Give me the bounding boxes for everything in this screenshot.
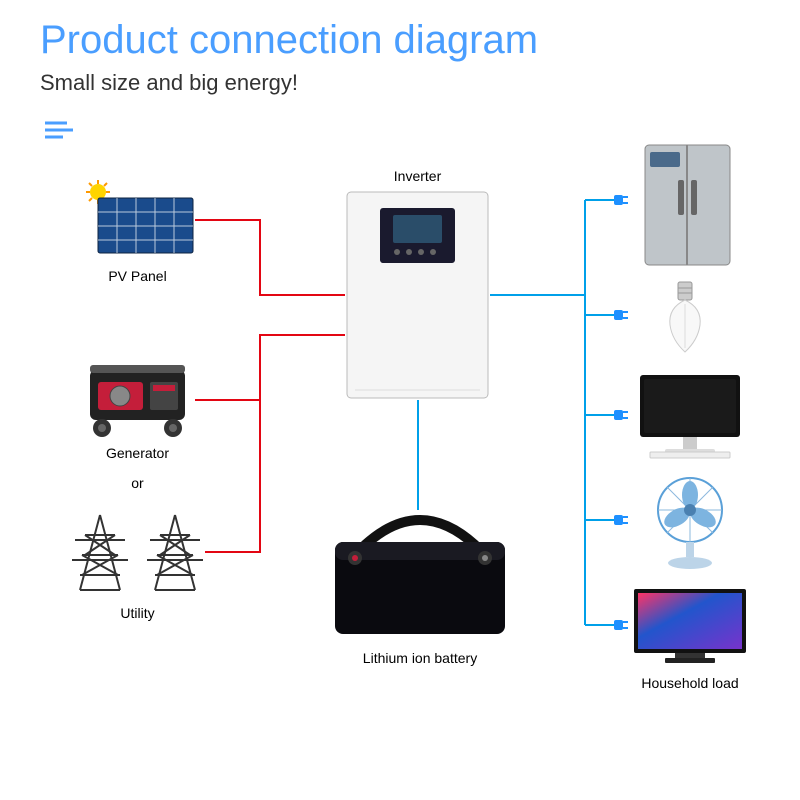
battery-label: Lithium ion battery <box>325 650 515 666</box>
battery-node <box>325 510 515 640</box>
bulb-node <box>660 280 710 355</box>
diagram-stage: PV Panel Generator or <box>0 140 800 800</box>
tv-node <box>630 585 750 665</box>
pv-panel-node <box>80 180 195 260</box>
inverter-node <box>345 190 490 400</box>
or-label: or <box>80 475 195 491</box>
inverter-label: Inverter <box>345 168 490 184</box>
generator-node <box>80 360 195 440</box>
utility-tower-right <box>145 510 205 595</box>
household-label: Household load <box>610 675 770 691</box>
page-title: Product connection diagram <box>40 18 538 63</box>
monitor-node <box>635 370 745 460</box>
generator-label: Generator <box>80 445 195 461</box>
fridge-node <box>640 140 735 270</box>
utility-tower-left <box>70 510 130 595</box>
utility-label: Utility <box>80 605 195 621</box>
page-subtitle: Small size and big energy! <box>40 70 298 96</box>
fan-node <box>645 475 735 570</box>
pv-panel-label: PV Panel <box>80 268 195 284</box>
